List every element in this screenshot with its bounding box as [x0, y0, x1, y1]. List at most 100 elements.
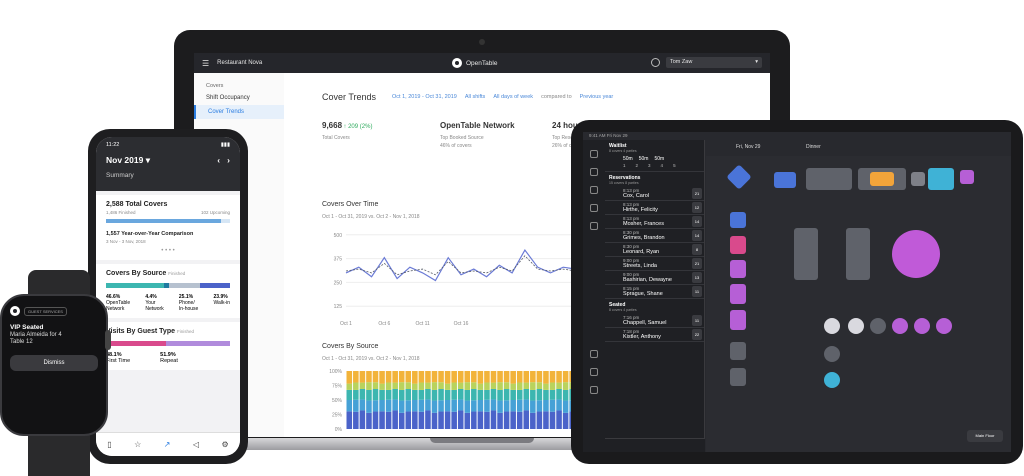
watch-band-bottom — [28, 432, 90, 476]
menu-icon[interactable]: ☰ — [202, 58, 210, 68]
gear-icon[interactable]: ⚙ — [221, 440, 229, 449]
user-select[interactable]: Tom Zaw ▾ — [666, 57, 762, 68]
total-covers-card[interactable]: 2,588 Total Covers 1,486 Finished 102 Upc… — [96, 195, 240, 260]
table[interactable] — [846, 228, 870, 280]
table[interactable] — [848, 318, 864, 334]
table[interactable] — [870, 318, 886, 334]
table[interactable] — [824, 372, 840, 388]
help-icon[interactable] — [590, 368, 598, 376]
megaphone-icon[interactable]: ◁ — [192, 440, 200, 449]
table[interactable] — [936, 318, 952, 334]
star-icon[interactable]: ☆ — [134, 440, 142, 449]
bar-segment — [392, 382, 398, 389]
table[interactable] — [774, 172, 796, 188]
round-table[interactable] — [892, 230, 940, 278]
bar-segment — [372, 382, 379, 390]
bar-segment — [438, 382, 444, 390]
reservation-row[interactable]: 8:15 pm Sprague, Shane 11 — [605, 285, 704, 299]
reservation-row[interactable]: 8:13 pm Mosher, Frances 14 — [605, 215, 704, 229]
shifts-filter[interactable]: All shifts — [464, 94, 486, 100]
bar-segment — [490, 410, 497, 429]
bar-segment — [405, 411, 412, 429]
y-tick-label: 0% — [335, 427, 343, 433]
floor-date[interactable]: Fri, Nov 29 — [736, 144, 761, 150]
logout-icon[interactable] — [590, 386, 598, 394]
reservation-row[interactable]: 8:13 pm Hirthe, Felicity 12 — [605, 201, 704, 215]
reservation-row[interactable]: 8:30 pm Leonard, Ryan 8 — [605, 243, 704, 257]
table[interactable] — [806, 168, 852, 190]
reservation-row[interactable]: 9:00 pm Streets, Linda 21 — [605, 257, 704, 271]
bar-segment — [530, 371, 536, 383]
list-icon[interactable] — [590, 186, 598, 194]
series-line — [345, 248, 577, 282]
bar-segment — [385, 389, 392, 400]
chart-icon[interactable]: ↗ — [163, 440, 171, 449]
target-icon[interactable] — [590, 168, 598, 176]
reservation-row[interactable]: 7:18 pm Kistler, Anthony 22 — [605, 328, 704, 342]
guest-bar — [106, 341, 230, 346]
book-icon[interactable]: ▯ — [107, 440, 112, 449]
bar-segment — [497, 400, 503, 413]
table[interactable] — [730, 212, 746, 228]
main-floor-button[interactable]: Main Floor — [967, 430, 1003, 442]
table[interactable] — [928, 168, 954, 190]
table[interactable] — [892, 318, 908, 334]
grid-icon[interactable] — [590, 150, 598, 158]
clock-icon[interactable] — [651, 58, 660, 67]
month-selector[interactable]: Nov 2019 ▾ — [106, 155, 150, 165]
guest-type-card[interactable]: Visits By Guest Type Finished 48.1% First… — [96, 322, 240, 370]
bar-segment — [536, 371, 543, 383]
table[interactable] — [911, 172, 925, 186]
bar-segment — [457, 382, 464, 389]
bar-segment — [484, 411, 490, 429]
table[interactable] — [730, 236, 746, 254]
table[interactable] — [730, 260, 746, 278]
bar-segment — [425, 371, 431, 383]
table[interactable] — [960, 170, 974, 184]
covers-by-source-card[interactable]: Covers By Source Finished 46.6% OpenTable… — [96, 264, 240, 318]
month-nav[interactable]: ‹ › — [217, 155, 230, 165]
reservation-row[interactable]: 8:30 pm Grimes, Brandon 14 — [605, 229, 704, 243]
filters: Oct 1, 2019 - Oct 31, 2019 All shifts Al… — [392, 94, 613, 100]
kpi-value: 9,668 — [322, 121, 343, 130]
dismiss-button[interactable]: Dismiss — [10, 355, 98, 371]
table[interactable] — [730, 342, 746, 360]
bar-segment — [451, 399, 457, 412]
table[interactable] — [824, 346, 840, 362]
reservation-row[interactable]: 8:13 pm Cox, Carol 21 — [605, 187, 704, 201]
sidebar-item-cover-trends[interactable]: Cover Trends — [194, 105, 284, 119]
notification-line1: Maria Almeida for 4 — [10, 332, 62, 338]
bar-segment — [200, 283, 230, 288]
watch-crown — [105, 330, 111, 350]
days-filter[interactable]: All days of week — [493, 94, 534, 100]
y-tick-label: 250 — [334, 280, 343, 286]
reservations-sub: 15 covers 8 parties — [609, 181, 639, 185]
bar-segment — [431, 371, 438, 383]
table[interactable] — [730, 368, 746, 386]
home-icon[interactable] — [590, 222, 598, 230]
seated-title: Seated — [609, 302, 626, 308]
bar-segment — [353, 411, 359, 429]
guest-name: Chappell, Samuel — [623, 320, 667, 326]
date-range-filter[interactable]: Oct 1, 2019 - Oct 31, 2019 — [392, 94, 457, 100]
table[interactable] — [730, 284, 746, 304]
table[interactable] — [730, 310, 746, 330]
previous-year-filter[interactable]: Previous year — [579, 94, 614, 100]
table[interactable] — [726, 164, 752, 190]
table[interactable] — [824, 318, 840, 334]
settings-icon[interactable] — [590, 350, 598, 358]
x-tick-label: Oct 11 — [415, 321, 430, 327]
reservation-row[interactable]: 7:16 pm Chappell, Samuel 11 — [605, 314, 704, 328]
table[interactable] — [914, 318, 930, 334]
camera — [479, 39, 485, 45]
table[interactable] — [870, 172, 894, 186]
bar-segment — [484, 382, 490, 390]
reservation-row[interactable]: 9:00 pm Bashirian, Dewayne 13 — [605, 271, 704, 285]
table[interactable] — [794, 228, 818, 280]
calendar-icon[interactable] — [590, 204, 598, 212]
sidebar-item-shift-occupancy[interactable]: Shift Occupancy — [206, 95, 250, 101]
finished-count: 1,486 Finished — [106, 210, 136, 215]
floor-shift[interactable]: Dinner — [806, 144, 821, 150]
bar-segment — [497, 382, 503, 390]
bar-segment — [398, 412, 405, 429]
